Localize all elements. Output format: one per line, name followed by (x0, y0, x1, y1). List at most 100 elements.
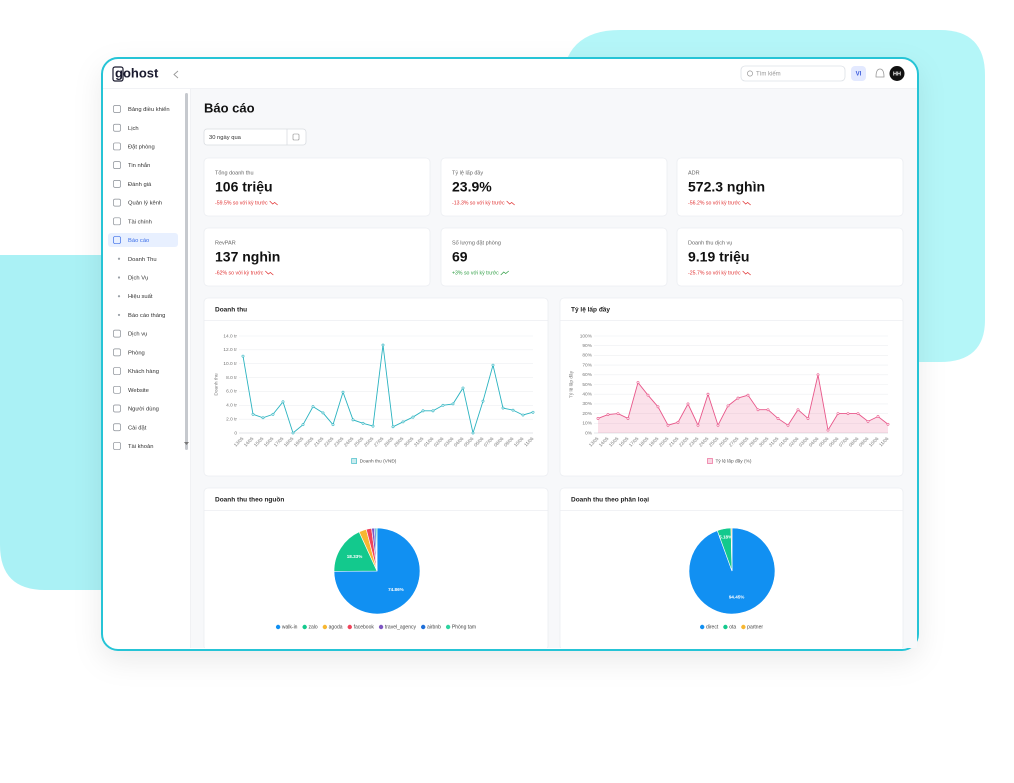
x-tick-label: 31/05 (413, 436, 425, 448)
legend-label: direct (706, 625, 719, 631)
data-point (511, 408, 515, 412)
x-tick-label: 16/05 (263, 436, 275, 448)
legend-label: agoda (329, 625, 343, 631)
sidebar: Bảng điều khiển Lịch Đặt phòng Tin nhắn Đánh… (108, 89, 191, 648)
chart-card: Doanh thu 0 2.0 tr 4.0 tr 6.0 tr 8.0 tr 10.0 t… (203, 297, 549, 477)
data-point (776, 417, 780, 420)
data-line (597, 374, 889, 432)
x-tick-label: 02/06 (433, 436, 445, 448)
legend: walk-in zalo agoda facebook travel_agency air… (275, 624, 476, 631)
x-tick-label: 11/06 (523, 436, 535, 448)
data-point (656, 405, 660, 409)
menu-item[interactable]: Khách hàng (113, 367, 159, 376)
scroll-arrow (184, 442, 189, 445)
y-tick-label: 80% (582, 353, 592, 359)
data-point (766, 408, 770, 412)
language-button[interactable] (851, 66, 866, 81)
active-bg (108, 233, 178, 248)
legend-label: Doanh thu (VNĐ) (360, 458, 397, 464)
x-tick-label: 11/06 (878, 436, 890, 448)
menu-label: Hiệu suất (128, 294, 153, 300)
x-tick-label: 23/05 (688, 436, 700, 448)
kpi-label: Tỷ lệ lấp đầy (452, 169, 483, 176)
x-tick-label: 23/05 (333, 436, 345, 448)
x-tick-label: 13/05 (588, 436, 600, 448)
menu-item[interactable]: Người dùng (113, 404, 159, 413)
menu-item[interactable]: Quản lý kênh (113, 198, 163, 207)
collapse-button[interactable] (173, 70, 179, 79)
x-tick-label: 16/05 (618, 436, 630, 448)
data-point (816, 373, 820, 377)
menu-icon (113, 161, 121, 170)
data-point (616, 412, 620, 416)
bullet (117, 276, 121, 279)
legend-swatch (699, 624, 705, 630)
menu-item[interactable]: Đặt phòng (113, 142, 155, 151)
data-point (471, 431, 475, 435)
slice-label: 18.33% (347, 554, 363, 559)
legend-swatch (275, 624, 281, 630)
x-tick-label: 29/05 (748, 436, 760, 448)
x-tick-label: 09/06 (503, 436, 515, 448)
x-tick-label: 08/06 (848, 436, 860, 448)
chart-card: Tỷ lệ lấp đầy 0% 10% 20% 30% 40% 50% 60% 70% 80% 9… (559, 297, 904, 477)
menu-item[interactable]: Đánh giá (113, 180, 152, 188)
menu-label: Website (128, 388, 149, 394)
menu-icon (113, 180, 121, 188)
menu-item[interactable]: Doanh Thu (117, 257, 157, 263)
data-point (786, 423, 790, 427)
menu-item[interactable]: Phòng (113, 348, 145, 357)
search-box[interactable] (740, 65, 846, 82)
menu-label: Cài đặt (128, 425, 147, 431)
menu-item[interactable]: Báo cáo (108, 233, 178, 248)
y-tick-label: 6.0 tr (226, 389, 237, 395)
x-tick-label: 06/06 (828, 436, 840, 448)
y-tick-label: 70% (582, 362, 592, 368)
avatar[interactable] (889, 66, 905, 81)
menu-item[interactable]: Tài khoản (113, 442, 154, 450)
x-tick-label: 25/05 (353, 436, 365, 448)
data-point (251, 412, 255, 416)
menu-icon (113, 142, 121, 151)
kpi-label: Số lượng đặt phòng (452, 240, 501, 246)
legend-swatch (347, 624, 352, 630)
y-tick-label: 20% (582, 411, 592, 417)
search-icon (747, 70, 753, 77)
legend-label: ota (729, 625, 736, 631)
menu-item[interactable]: Tin nhắn (113, 161, 151, 170)
x-tick-label: 10/06 (868, 436, 880, 448)
menu-item[interactable]: Website (113, 385, 149, 394)
kpi-label: ADR (688, 170, 700, 176)
period-select[interactable] (203, 128, 307, 146)
menu-item[interactable]: Hiệu suất (117, 294, 153, 300)
menu-icon (113, 367, 121, 375)
menu-item[interactable]: Bảng điều khiển (113, 105, 170, 114)
x-tick-label: 08/06 (493, 436, 505, 448)
menu-label: Đặt phòng (128, 144, 155, 150)
menu-item[interactable]: Báo cáo tháng (117, 313, 165, 319)
scrollbar[interactable] (185, 93, 188, 450)
menu-item[interactable]: Tài chính (113, 217, 152, 226)
menu-label: Báo cáo tháng (128, 313, 165, 319)
data-point (796, 408, 800, 412)
menu-item[interactable]: Cài đặt (113, 423, 147, 432)
x-tick-label: 07/06 (838, 436, 850, 448)
y-tick-label: 14.0 tr (223, 333, 237, 339)
x-tick-label: 26/05 (363, 436, 375, 448)
top-bar: gohost Tìm kiếm VI HH (103, 65, 917, 89)
legend-label: travel_agency (385, 625, 417, 631)
data-point (626, 417, 630, 420)
menu-item[interactable]: Dịch vụ (113, 329, 148, 338)
chart-title: Tỷ lệ lấp đầy (571, 305, 610, 314)
x-tick-label: 02/06 (788, 436, 800, 448)
y-tick-label: 10.0 tr (223, 361, 237, 367)
data-point (301, 423, 305, 427)
trend-icon (265, 270, 274, 276)
x-tick-label: 25/05 (708, 436, 720, 448)
data-point (481, 399, 485, 403)
data-point (846, 412, 850, 416)
notification-icon[interactable] (875, 68, 885, 78)
menu-item[interactable]: Lịch (113, 123, 139, 132)
menu-item[interactable]: Dịch Vụ (117, 276, 148, 282)
